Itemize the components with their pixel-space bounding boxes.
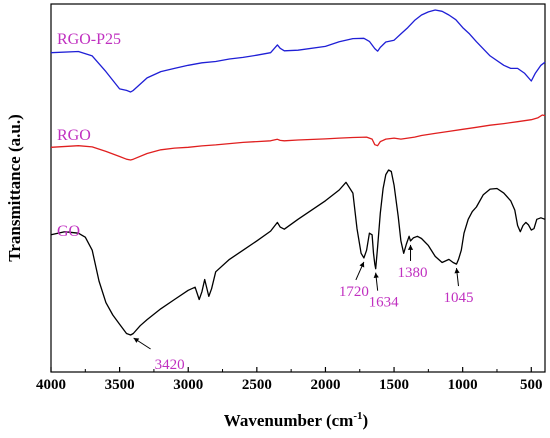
y-axis-title: Transmittance (a.u.) [5,114,24,261]
x-tick-label: 500 [520,377,543,393]
annotation-label: 1380 [398,265,428,281]
annotation-arrowhead [373,272,379,278]
annotation-arrowhead [454,268,460,274]
series-label-rgo: RGO [57,127,91,144]
annotation-label: 3420 [155,357,185,373]
x-tick-label: 3500 [105,377,135,393]
series-line-rgo [50,114,546,161]
annotation-label: 1634 [369,295,400,311]
x-axis-title: Wavenumber (cm-1) [224,410,368,430]
series-labels: RGO-P25 RGO GO [57,31,121,240]
x-tick-label: 2000 [310,377,340,393]
x-tick-label: 3000 [173,377,203,393]
x-axis-ticks: 4000 3500 3000 2500 2000 1500 1000 500 [36,367,543,393]
annotation-arrowhead [407,244,414,250]
series-label-go: GO [57,223,80,240]
x-tick-label: 2500 [242,377,272,393]
series-line-go [50,169,546,336]
plot-frame [50,3,546,373]
series-label-rgo-p25: RGO-P25 [57,31,121,48]
annotation-arrowhead [359,261,365,268]
series-line-rgo-p25 [50,9,546,93]
annotation-arrowhead [133,338,140,343]
x-tick-label: 4000 [36,377,66,393]
x-tick-label: 1000 [448,377,478,393]
x-tick-label: 1500 [379,377,409,393]
annotation-label: 1720 [339,284,369,300]
series-group [50,9,546,336]
annotation-label: 1045 [443,290,473,306]
